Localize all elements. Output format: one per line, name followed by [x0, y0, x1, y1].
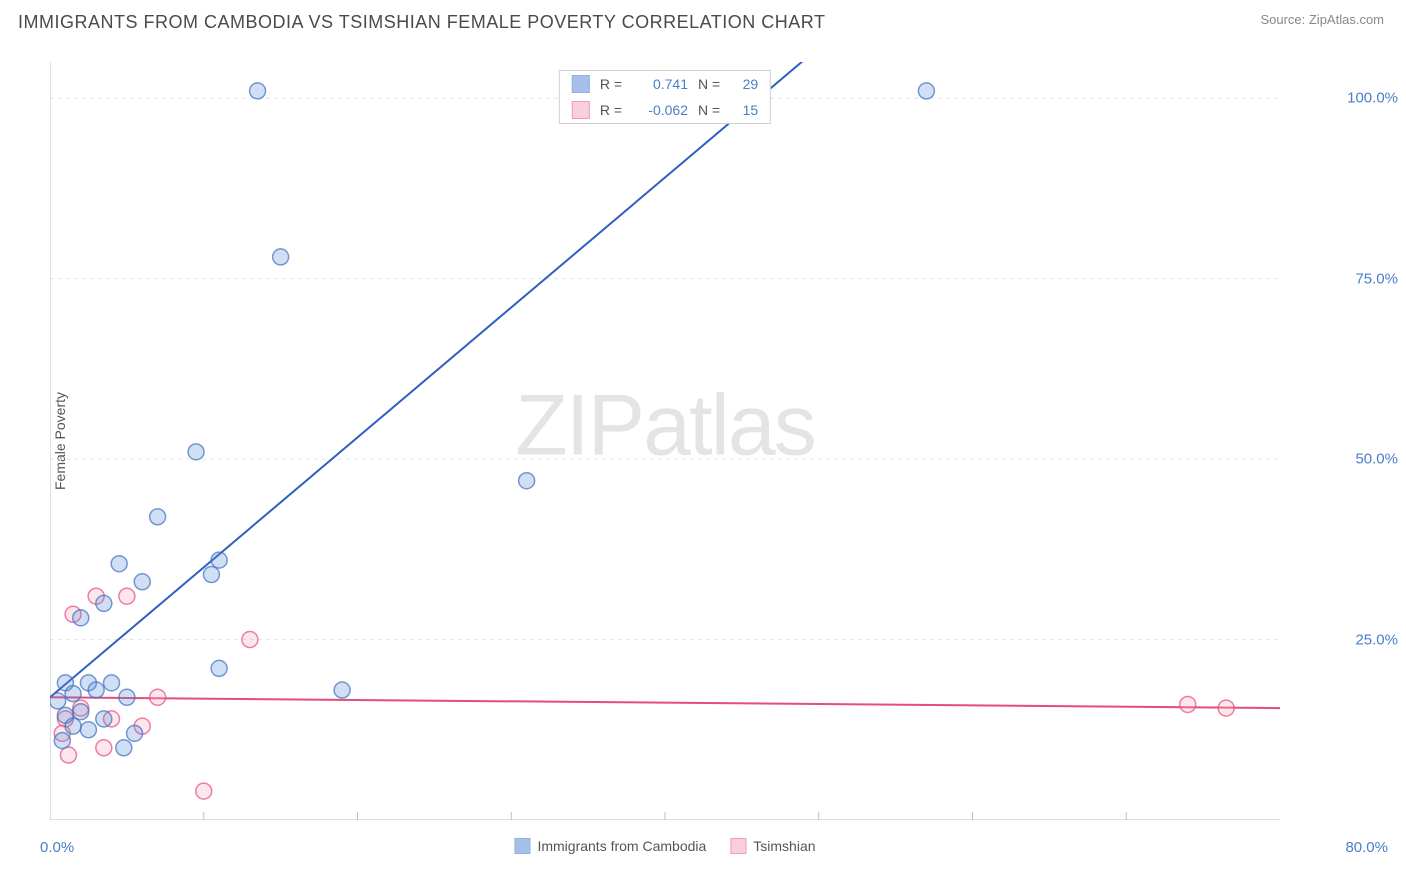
- legend-item: Tsimshian: [730, 838, 815, 854]
- scatter-plot: [50, 62, 1280, 820]
- swatch-icon: [572, 101, 590, 119]
- r-label: R =: [600, 102, 622, 118]
- x-tick-min: 0.0%: [40, 839, 74, 856]
- swatch-icon: [572, 75, 590, 93]
- source-attribution: Source: ZipAtlas.com: [1260, 12, 1384, 27]
- x-tick-max: 80.0%: [1345, 839, 1388, 856]
- y-tick-label: 50.0%: [1355, 451, 1398, 468]
- r-value: -0.062: [632, 102, 688, 118]
- y-tick-label: 25.0%: [1355, 631, 1398, 648]
- chart-title: IMMIGRANTS FROM CAMBODIA VS TSIMSHIAN FE…: [18, 12, 825, 33]
- y-tick-label: 75.0%: [1355, 270, 1398, 287]
- r-label: R =: [600, 76, 622, 92]
- n-value: 15: [730, 102, 758, 118]
- chart-header: IMMIGRANTS FROM CAMBODIA VS TSIMSHIAN FE…: [0, 0, 1406, 41]
- legend: Immigrants from Cambodia Tsimshian: [514, 838, 815, 854]
- n-label: N =: [698, 76, 720, 92]
- legend-item: Immigrants from Cambodia: [514, 838, 706, 854]
- legend-label: Immigrants from Cambodia: [537, 838, 706, 854]
- y-tick-label: 100.0%: [1347, 90, 1398, 107]
- r-value: 0.741: [632, 76, 688, 92]
- stat-row: R = -0.062 N = 15: [560, 97, 770, 123]
- correlation-stat-box: R = 0.741 N = 29 R = -0.062 N = 15: [559, 70, 771, 124]
- swatch-icon: [730, 838, 746, 854]
- chart-area: Female Poverty ZIPatlas R =0.741N =29R =…: [50, 62, 1280, 820]
- legend-label: Tsimshian: [753, 838, 815, 854]
- n-value: 29: [730, 76, 758, 92]
- n-label: N =: [698, 102, 720, 118]
- swatch-icon: [514, 838, 530, 854]
- stat-row: R = 0.741 N = 29: [560, 71, 770, 97]
